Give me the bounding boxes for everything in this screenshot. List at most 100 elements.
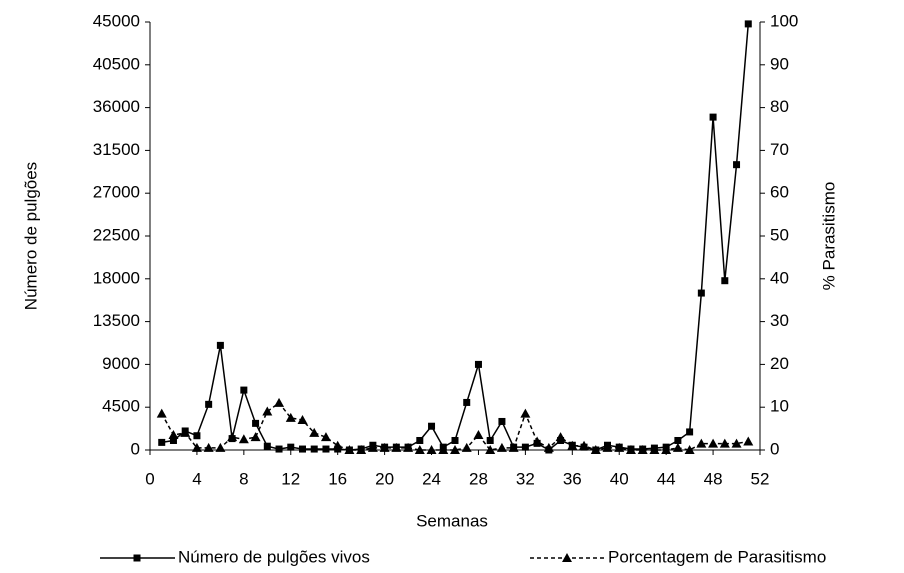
data-point bbox=[416, 436, 424, 444]
data-point bbox=[708, 438, 719, 448]
y2-tick-label: 60 bbox=[770, 183, 789, 202]
y2-tick-label: 20 bbox=[770, 354, 789, 373]
data-point bbox=[661, 445, 672, 454]
data-point bbox=[521, 443, 529, 451]
y-tick-label: 40500 bbox=[93, 54, 140, 73]
series-line bbox=[161, 23, 750, 451]
data-point bbox=[205, 400, 213, 408]
data-point bbox=[697, 289, 705, 297]
data-point bbox=[297, 415, 308, 425]
data-point bbox=[672, 442, 683, 452]
data-point bbox=[227, 432, 238, 442]
data-point bbox=[637, 445, 648, 454]
data-point bbox=[158, 438, 166, 446]
x-tick-label: 48 bbox=[704, 469, 723, 488]
data-point bbox=[743, 436, 754, 446]
data-point bbox=[238, 434, 249, 444]
data-point bbox=[450, 445, 460, 454]
data-point bbox=[309, 427, 320, 437]
data-point bbox=[156, 408, 167, 418]
data-point bbox=[322, 445, 330, 453]
data-point bbox=[719, 438, 730, 448]
y-tick-label: 13500 bbox=[93, 311, 140, 330]
data-point bbox=[414, 445, 425, 454]
y-tick-label: 4500 bbox=[102, 397, 140, 416]
data-point bbox=[532, 436, 543, 446]
data-point bbox=[625, 445, 636, 454]
data-point bbox=[485, 445, 496, 454]
y-tick-label: 9000 bbox=[102, 354, 140, 373]
data-point bbox=[250, 432, 261, 442]
legend-marker bbox=[133, 554, 141, 562]
data-point bbox=[215, 442, 226, 452]
data-point bbox=[191, 442, 202, 452]
data-point bbox=[216, 341, 224, 349]
legend-label: Porcentagem de Parasitismo bbox=[608, 547, 826, 566]
y2-tick-label: 30 bbox=[770, 311, 789, 330]
data-point bbox=[602, 442, 613, 452]
data-point bbox=[567, 440, 578, 450]
data-point bbox=[285, 412, 296, 422]
y2-tick-label: 80 bbox=[770, 97, 789, 116]
y2-tick-label: 90 bbox=[770, 54, 789, 73]
y2-tick-label: 70 bbox=[770, 140, 789, 159]
legend-label: Número de pulgões vivos bbox=[178, 547, 370, 566]
x-tick-label: 52 bbox=[751, 469, 770, 488]
data-point bbox=[696, 438, 707, 448]
x-tick-label: 8 bbox=[239, 469, 248, 488]
data-point bbox=[721, 277, 729, 285]
series-line bbox=[161, 401, 749, 451]
data-point bbox=[426, 445, 437, 454]
data-point bbox=[674, 436, 682, 444]
data-point bbox=[731, 438, 742, 448]
data-point bbox=[252, 419, 260, 427]
data-point bbox=[451, 436, 459, 444]
x-axis-label: Semanas bbox=[416, 511, 488, 530]
data-point bbox=[320, 432, 331, 442]
x-tick-label: 24 bbox=[422, 469, 441, 488]
data-point bbox=[332, 440, 343, 450]
data-point bbox=[275, 445, 283, 453]
data-point bbox=[379, 442, 390, 452]
data-point bbox=[686, 428, 694, 436]
data-point bbox=[733, 161, 741, 169]
data-point bbox=[438, 445, 449, 454]
legend-marker bbox=[562, 553, 572, 562]
data-point bbox=[590, 445, 601, 454]
data-point bbox=[299, 445, 306, 453]
data-point bbox=[344, 445, 355, 454]
data-point bbox=[543, 442, 554, 452]
y-tick-label: 45000 bbox=[93, 11, 140, 30]
data-point bbox=[508, 442, 519, 452]
data-point bbox=[649, 445, 660, 454]
x-tick-label: 4 bbox=[192, 469, 201, 488]
y-tick-label: 18000 bbox=[93, 268, 140, 287]
data-point bbox=[168, 430, 179, 440]
data-point bbox=[474, 360, 482, 368]
data-point bbox=[356, 445, 367, 454]
x-tick-label: 20 bbox=[375, 469, 394, 488]
y-tick-label: 31500 bbox=[93, 140, 140, 159]
x-tick-label: 44 bbox=[657, 469, 676, 488]
data-point bbox=[496, 442, 507, 452]
x-tick-label: 40 bbox=[610, 469, 629, 488]
data-point bbox=[310, 445, 318, 453]
y-tick-label: 36000 bbox=[93, 97, 140, 116]
data-point bbox=[428, 422, 436, 430]
y2-tick-label: 50 bbox=[770, 225, 789, 244]
y2-tick-label: 0 bbox=[770, 439, 779, 458]
data-point bbox=[240, 386, 248, 394]
data-point bbox=[180, 427, 191, 437]
data-point bbox=[684, 445, 695, 454]
x-tick-label: 12 bbox=[281, 469, 300, 488]
y-axis-label: Número de pulgões bbox=[21, 162, 40, 310]
data-point bbox=[287, 443, 295, 451]
x-tick-label: 16 bbox=[328, 469, 347, 488]
data-point bbox=[486, 436, 494, 444]
y2-tick-label: 40 bbox=[770, 268, 789, 287]
data-point bbox=[262, 406, 273, 416]
data-point bbox=[744, 20, 752, 28]
data-point bbox=[263, 442, 271, 450]
x-tick-label: 0 bbox=[145, 469, 154, 488]
